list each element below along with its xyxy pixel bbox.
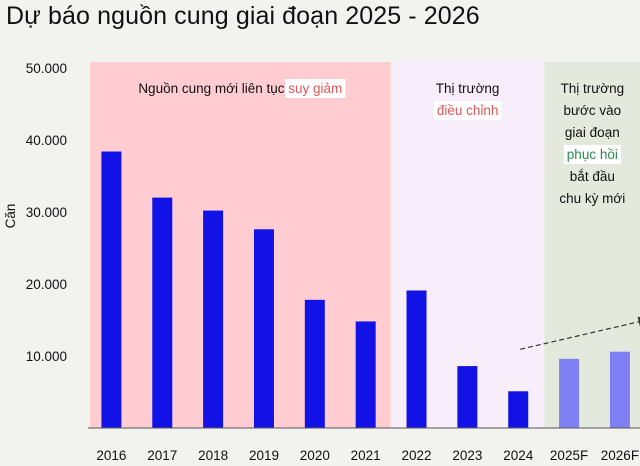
y-tick-label: 10.000 [26, 349, 67, 364]
x-tick-label: 2021 [351, 448, 381, 463]
zone-recover-text: chu kỳ mới [559, 191, 625, 206]
bar-2026F [609, 351, 630, 428]
zone-recover-line: bắt đầu [570, 169, 615, 184]
y-tick-label: 50.000 [26, 61, 67, 76]
zone-adjust-text: điều chỉnh [437, 103, 499, 118]
x-tick-label: 2024 [503, 448, 534, 463]
zone-text-highlight: phục hồi [567, 147, 618, 162]
zone-recover-line: Thị trường [560, 81, 624, 96]
zone-recover-text: bắt đầu [570, 169, 615, 184]
zone-text-plain: Thị trường [436, 81, 500, 96]
zone-recover-text: giai đoạn [565, 125, 620, 140]
x-tick-label: 2017 [147, 448, 177, 463]
bar-2025F [559, 358, 580, 428]
x-tick-label: 2016 [96, 448, 126, 463]
bar-2020 [304, 299, 325, 428]
x-tick-label: 2018 [198, 448, 228, 463]
zone-recover-text: phục hồi [567, 147, 618, 162]
x-tick-label: 2026F [601, 448, 639, 463]
bar-2016 [101, 151, 122, 428]
zone-recover-line: chu kỳ mới [559, 191, 625, 206]
y-axis-label: Căn [3, 204, 18, 229]
zone-text-highlight: suy giảm [288, 81, 342, 96]
zone-text-plain: Thị trường [560, 81, 624, 96]
zone-text-plain: bắt đầu [570, 169, 615, 184]
zone-recover-line: bước vào [563, 103, 621, 118]
zone-adjust-line: điều chỉnh [433, 101, 502, 120]
chart-title: Dự báo nguồn cung giai đoạn 2025 - 2026 [6, 2, 480, 30]
bar-2017 [152, 197, 173, 428]
x-tick-label: 2022 [402, 448, 432, 463]
trend-arrow [520, 316, 640, 350]
zone-text-plain: chu kỳ mới [559, 191, 625, 206]
highlight-box [285, 79, 346, 98]
zone-text-highlight: điều chỉnh [437, 103, 499, 118]
zone-text-plain: bước vào [563, 103, 621, 118]
y-tick-label: 20.000 [26, 277, 67, 292]
bar-2023 [457, 366, 478, 428]
zone-recover-text: bước vào [563, 103, 621, 118]
highlight-box [433, 101, 502, 120]
x-tick-label: 2025F [550, 448, 588, 463]
bar-2022 [406, 290, 427, 428]
x-tick-label: 2023 [452, 448, 482, 463]
bar-2019 [253, 229, 274, 428]
bar-2021 [355, 321, 376, 428]
bar-2018 [203, 210, 224, 428]
y-tick-label: 30.000 [26, 205, 67, 220]
y-tick-label: 40.000 [26, 133, 67, 148]
zone-decline-text: Nguồn cung mới liên tục suy giảm [138, 81, 342, 96]
zone-recover-line: phục hồi [563, 145, 621, 164]
bar-2024 [508, 391, 529, 428]
highlight-box [563, 145, 621, 164]
zone-decline-line: Nguồn cung mới liên tục suy giảm [138, 79, 346, 98]
zone-recover-line: giai đoạn [565, 125, 620, 140]
x-tick-label: 2019 [249, 448, 279, 463]
zone-text-plain: Nguồn cung mới liên tục [138, 81, 288, 96]
x-tick-label: 2020 [300, 448, 330, 463]
zone-adjust-line: Thị trường [436, 81, 500, 96]
zone-decline-background [90, 62, 391, 428]
zone-adjust-text: Thị trường [436, 81, 500, 96]
zone-recover-text: Thị trường [560, 81, 624, 96]
zone-text-plain: giai đoạn [565, 125, 620, 140]
